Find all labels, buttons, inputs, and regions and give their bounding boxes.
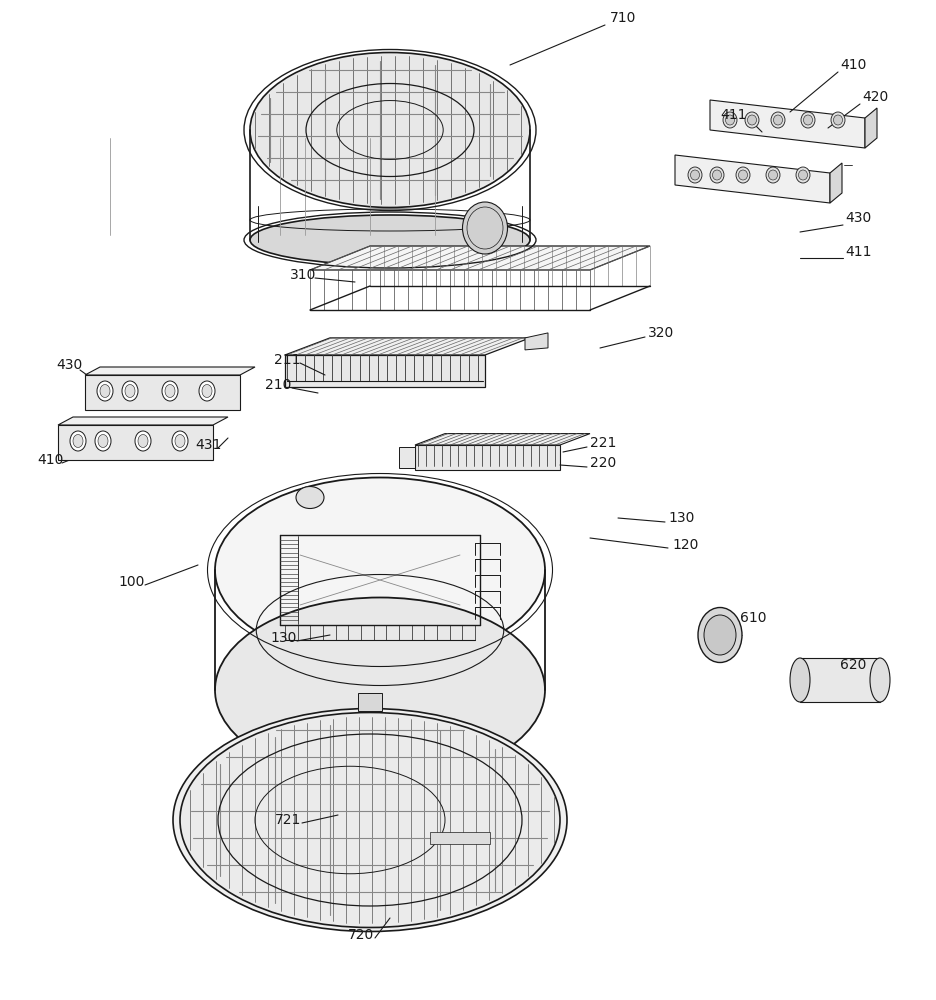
Ellipse shape [789, 658, 809, 702]
Ellipse shape [711, 170, 721, 180]
Ellipse shape [250, 215, 530, 265]
Ellipse shape [687, 167, 701, 183]
Text: 710: 710 [609, 11, 636, 25]
Polygon shape [85, 375, 240, 410]
Ellipse shape [797, 170, 807, 180]
Ellipse shape [214, 478, 545, 662]
Ellipse shape [180, 712, 560, 927]
Text: 210: 210 [265, 378, 291, 392]
Polygon shape [415, 445, 560, 470]
Ellipse shape [70, 431, 86, 451]
Polygon shape [430, 832, 490, 844]
Ellipse shape [122, 381, 138, 401]
Polygon shape [285, 355, 485, 387]
Ellipse shape [250, 53, 530, 208]
Polygon shape [415, 434, 590, 445]
Text: 310: 310 [289, 268, 316, 282]
Ellipse shape [766, 167, 779, 183]
Ellipse shape [723, 112, 737, 128]
Ellipse shape [165, 384, 175, 397]
Text: 410: 410 [37, 453, 64, 467]
Text: 721: 721 [274, 813, 301, 827]
Ellipse shape [869, 658, 889, 702]
Polygon shape [799, 658, 879, 702]
Ellipse shape [198, 381, 214, 401]
Polygon shape [58, 425, 212, 460]
Ellipse shape [202, 384, 212, 397]
Ellipse shape [830, 112, 844, 128]
Ellipse shape [100, 384, 110, 397]
Polygon shape [358, 692, 382, 710]
Ellipse shape [214, 597, 545, 782]
Text: 211: 211 [273, 353, 300, 367]
Ellipse shape [709, 167, 724, 183]
Ellipse shape [462, 202, 507, 254]
Ellipse shape [768, 170, 777, 180]
Text: 100: 100 [118, 575, 144, 589]
Ellipse shape [690, 170, 699, 180]
Ellipse shape [97, 381, 113, 401]
Text: 120: 120 [671, 538, 697, 552]
Text: 320: 320 [648, 326, 674, 340]
Ellipse shape [724, 115, 734, 125]
Polygon shape [829, 163, 841, 203]
Ellipse shape [98, 434, 108, 448]
Ellipse shape [296, 487, 324, 508]
Ellipse shape [800, 112, 814, 128]
Ellipse shape [172, 431, 188, 451]
Polygon shape [524, 333, 548, 350]
Text: 610: 610 [739, 611, 766, 625]
Polygon shape [709, 100, 864, 148]
Text: 410: 410 [839, 58, 866, 72]
Polygon shape [310, 246, 650, 270]
Ellipse shape [138, 434, 148, 448]
Polygon shape [674, 155, 829, 203]
Polygon shape [864, 108, 876, 148]
Ellipse shape [796, 167, 809, 183]
Text: 430: 430 [56, 358, 82, 372]
Ellipse shape [175, 434, 184, 448]
Ellipse shape [162, 381, 178, 401]
Text: 130: 130 [270, 631, 296, 645]
Ellipse shape [803, 115, 812, 125]
Ellipse shape [744, 112, 758, 128]
Ellipse shape [770, 112, 784, 128]
Ellipse shape [73, 434, 83, 448]
Ellipse shape [95, 431, 110, 451]
Ellipse shape [833, 115, 841, 125]
Ellipse shape [697, 607, 741, 662]
Text: 411: 411 [719, 108, 746, 122]
Text: 130: 130 [667, 511, 694, 525]
Text: 431: 431 [195, 438, 221, 452]
Text: 720: 720 [347, 928, 373, 942]
Ellipse shape [173, 708, 566, 931]
Polygon shape [58, 417, 227, 425]
Ellipse shape [124, 384, 135, 397]
Ellipse shape [135, 431, 151, 451]
Ellipse shape [735, 167, 749, 183]
Polygon shape [85, 367, 255, 375]
Text: 411: 411 [844, 245, 870, 259]
Ellipse shape [738, 170, 747, 180]
Ellipse shape [747, 115, 755, 125]
Text: 221: 221 [590, 436, 616, 450]
Text: 620: 620 [839, 658, 866, 672]
Text: 430: 430 [844, 211, 870, 225]
Polygon shape [399, 447, 415, 468]
Ellipse shape [703, 615, 735, 655]
Text: 220: 220 [590, 456, 616, 470]
Polygon shape [285, 338, 530, 355]
Ellipse shape [773, 115, 782, 125]
Text: 420: 420 [861, 90, 887, 104]
